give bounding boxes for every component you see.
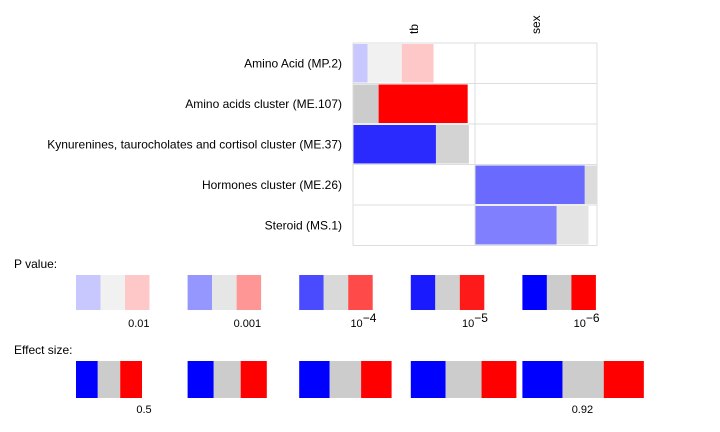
p-legend-red bbox=[459, 275, 485, 310]
effect-size-legend-title: Effect size: bbox=[14, 343, 72, 357]
row-label: Kynurenines, taurocholates and cortisol … bbox=[47, 137, 342, 151]
effect-legend-red bbox=[120, 361, 142, 398]
effect-legend-blue bbox=[76, 361, 98, 398]
effect-legend-red bbox=[603, 361, 644, 398]
p-legend-exponent: −5 bbox=[474, 311, 488, 325]
p-legend-blue bbox=[187, 275, 213, 310]
p-legend-gray bbox=[323, 275, 349, 310]
column-label-tb: tb bbox=[407, 24, 421, 34]
row-label: Hormones cluster (ME.26) bbox=[202, 178, 342, 192]
effect-legend-blue bbox=[522, 361, 563, 398]
cell-segment-gray bbox=[353, 84, 379, 123]
p-legend-red bbox=[236, 275, 262, 310]
effect-legend-label: 0.5 bbox=[136, 404, 151, 416]
p-legend-gray bbox=[212, 275, 237, 310]
cell-segment-blue bbox=[353, 125, 436, 164]
effect-legend-gray bbox=[329, 361, 362, 398]
row-label: Amino Acid (MP.2) bbox=[244, 56, 342, 70]
cell-segment-blue bbox=[353, 44, 368, 83]
effect-legend-blue bbox=[410, 361, 446, 398]
effect-legend-label: 0.92 bbox=[572, 404, 593, 416]
effect-legend-gray bbox=[445, 361, 482, 398]
p-legend-label: 0.001 bbox=[234, 318, 262, 330]
p-legend-gray bbox=[435, 275, 460, 310]
p-legend-red bbox=[571, 275, 596, 310]
effect-legend-blue bbox=[299, 361, 330, 398]
p-legend-blue bbox=[76, 275, 101, 310]
p-legend-gray bbox=[100, 275, 125, 310]
effect-legend-red bbox=[361, 361, 392, 398]
cell-segment-gray bbox=[435, 125, 469, 164]
p-legend-label: 10 bbox=[350, 318, 362, 330]
effect-legend-red bbox=[240, 361, 267, 398]
p-legend-red bbox=[125, 275, 150, 310]
cell-segment-blue bbox=[475, 165, 585, 204]
cell-segment-gray bbox=[584, 165, 597, 204]
p-legend-label: 0.01 bbox=[128, 318, 149, 330]
p-legend-exponent: −4 bbox=[363, 311, 377, 325]
p-legend-blue bbox=[522, 275, 547, 310]
p-legend-gray bbox=[546, 275, 572, 310]
p-value-legend-title: P value: bbox=[14, 257, 57, 271]
cell-segment-gray bbox=[556, 206, 589, 245]
cell-segment-blue bbox=[475, 206, 557, 245]
cell-segment-gray bbox=[367, 44, 402, 83]
p-legend-blue bbox=[299, 275, 324, 310]
cell-segment-red bbox=[401, 44, 434, 83]
p-legend-red bbox=[348, 275, 373, 310]
effect-legend-red bbox=[481, 361, 517, 398]
effect-legend-blue bbox=[187, 361, 214, 398]
effect-legend-gray bbox=[97, 361, 121, 398]
effect-legend-gray bbox=[562, 361, 604, 398]
effect-legend-gray bbox=[213, 361, 241, 398]
row-label: Steroid (MS.1) bbox=[265, 218, 342, 232]
p-legend-label: 10 bbox=[574, 318, 586, 330]
row-label: Amino acids cluster (ME.107) bbox=[185, 97, 342, 111]
p-legend-blue bbox=[410, 275, 436, 310]
cell-segment-red bbox=[378, 84, 468, 123]
p-legend-exponent: −6 bbox=[586, 311, 600, 325]
p-legend-label: 10 bbox=[462, 318, 474, 330]
column-label-sex: sex bbox=[529, 15, 543, 34]
